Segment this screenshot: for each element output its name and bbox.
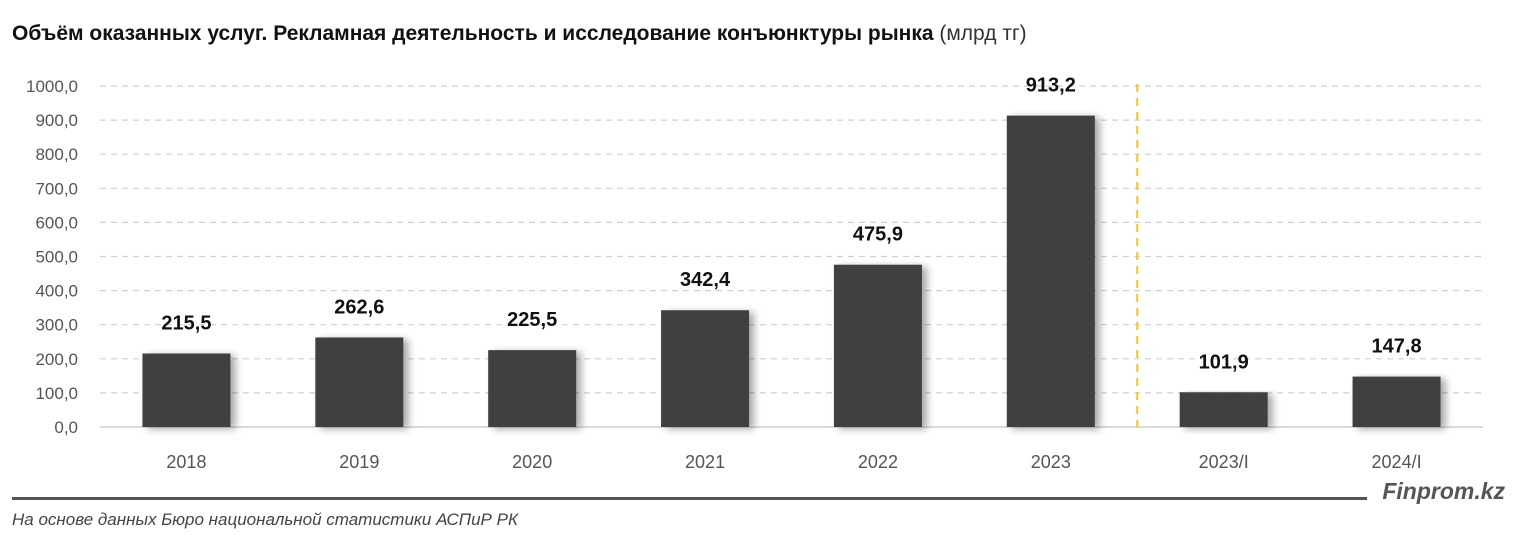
- bar-value-label: 215,5: [161, 313, 211, 335]
- bar-2018: [142, 353, 231, 427]
- bar-value-label: 101,9: [1199, 351, 1249, 373]
- x-tick-label: 2020: [512, 452, 552, 472]
- y-tick-label: 400,0: [35, 282, 78, 301]
- bar-2022: [833, 264, 922, 427]
- x-tick-label: 2019: [339, 452, 379, 472]
- y-tick-label: 500,0: [35, 248, 78, 267]
- bar-value-label: 913,2: [1026, 75, 1076, 97]
- bars: 215,5 262,6 225,5 342,4 475,9 913,2 101,9 147,8: [142, 75, 1441, 427]
- bar-2024/I: [1352, 376, 1441, 427]
- bar-2021: [661, 310, 750, 427]
- y-tick-label: 0,0: [54, 418, 78, 437]
- bar-value-label: 147,8: [1372, 336, 1422, 358]
- x-tick-label: 2023/I: [1199, 452, 1249, 472]
- bar-chart: 0,0 100,0 200,0 300,0 400,0 500,0 600,0 700,0 80…: [26, 75, 1483, 472]
- y-tick-label: 100,0: [35, 384, 78, 403]
- y-tick-label: 900,0: [35, 111, 78, 130]
- x-tick-label: 2024/I: [1372, 452, 1422, 472]
- chart-title: Объём оказанных услуг. Рекламная деятель…: [12, 22, 1027, 46]
- bar-value-label: 342,4: [680, 269, 731, 291]
- x-tick-label: 2018: [166, 452, 206, 472]
- x-tick-label: 2023: [1031, 452, 1071, 472]
- bar-value-label: 475,9: [853, 224, 903, 246]
- y-tick-label: 700,0: [35, 179, 78, 198]
- y-tick-label: 1000,0: [26, 77, 78, 96]
- gridlines: [100, 84, 1483, 428]
- y-tick-label: 800,0: [35, 145, 78, 164]
- y-tick-label: 300,0: [35, 316, 78, 335]
- bar-value-label: 225,5: [507, 309, 557, 331]
- x-tick-label: 2021: [685, 452, 725, 472]
- bar-2020: [488, 350, 577, 427]
- y-tick-label: 200,0: [35, 350, 78, 369]
- footer-rule: [12, 497, 1367, 500]
- chart-title-main: Объём оказанных услуг. Рекламная деятель…: [12, 22, 934, 45]
- y-tick-label: 600,0: [35, 213, 78, 232]
- bar-2023: [1006, 115, 1095, 427]
- bar-2023/I: [1179, 392, 1268, 427]
- brand-logo: Finprom.kz: [1382, 478, 1505, 504]
- x-tick-label: 2022: [858, 452, 898, 472]
- y-axis: 0,0 100,0 200,0 300,0 400,0 500,0 600,0 700,0 80…: [26, 77, 78, 437]
- chart-title-unit: (млрд тг): [939, 22, 1027, 45]
- bar-2019: [315, 337, 404, 427]
- bar-value-label: 262,6: [334, 296, 384, 318]
- x-axis: 2018 2019 2020 2021 2022 2023 2023/I 2024/I: [166, 452, 1421, 472]
- source-note: На основе данных Бюро национальной стати…: [12, 510, 518, 529]
